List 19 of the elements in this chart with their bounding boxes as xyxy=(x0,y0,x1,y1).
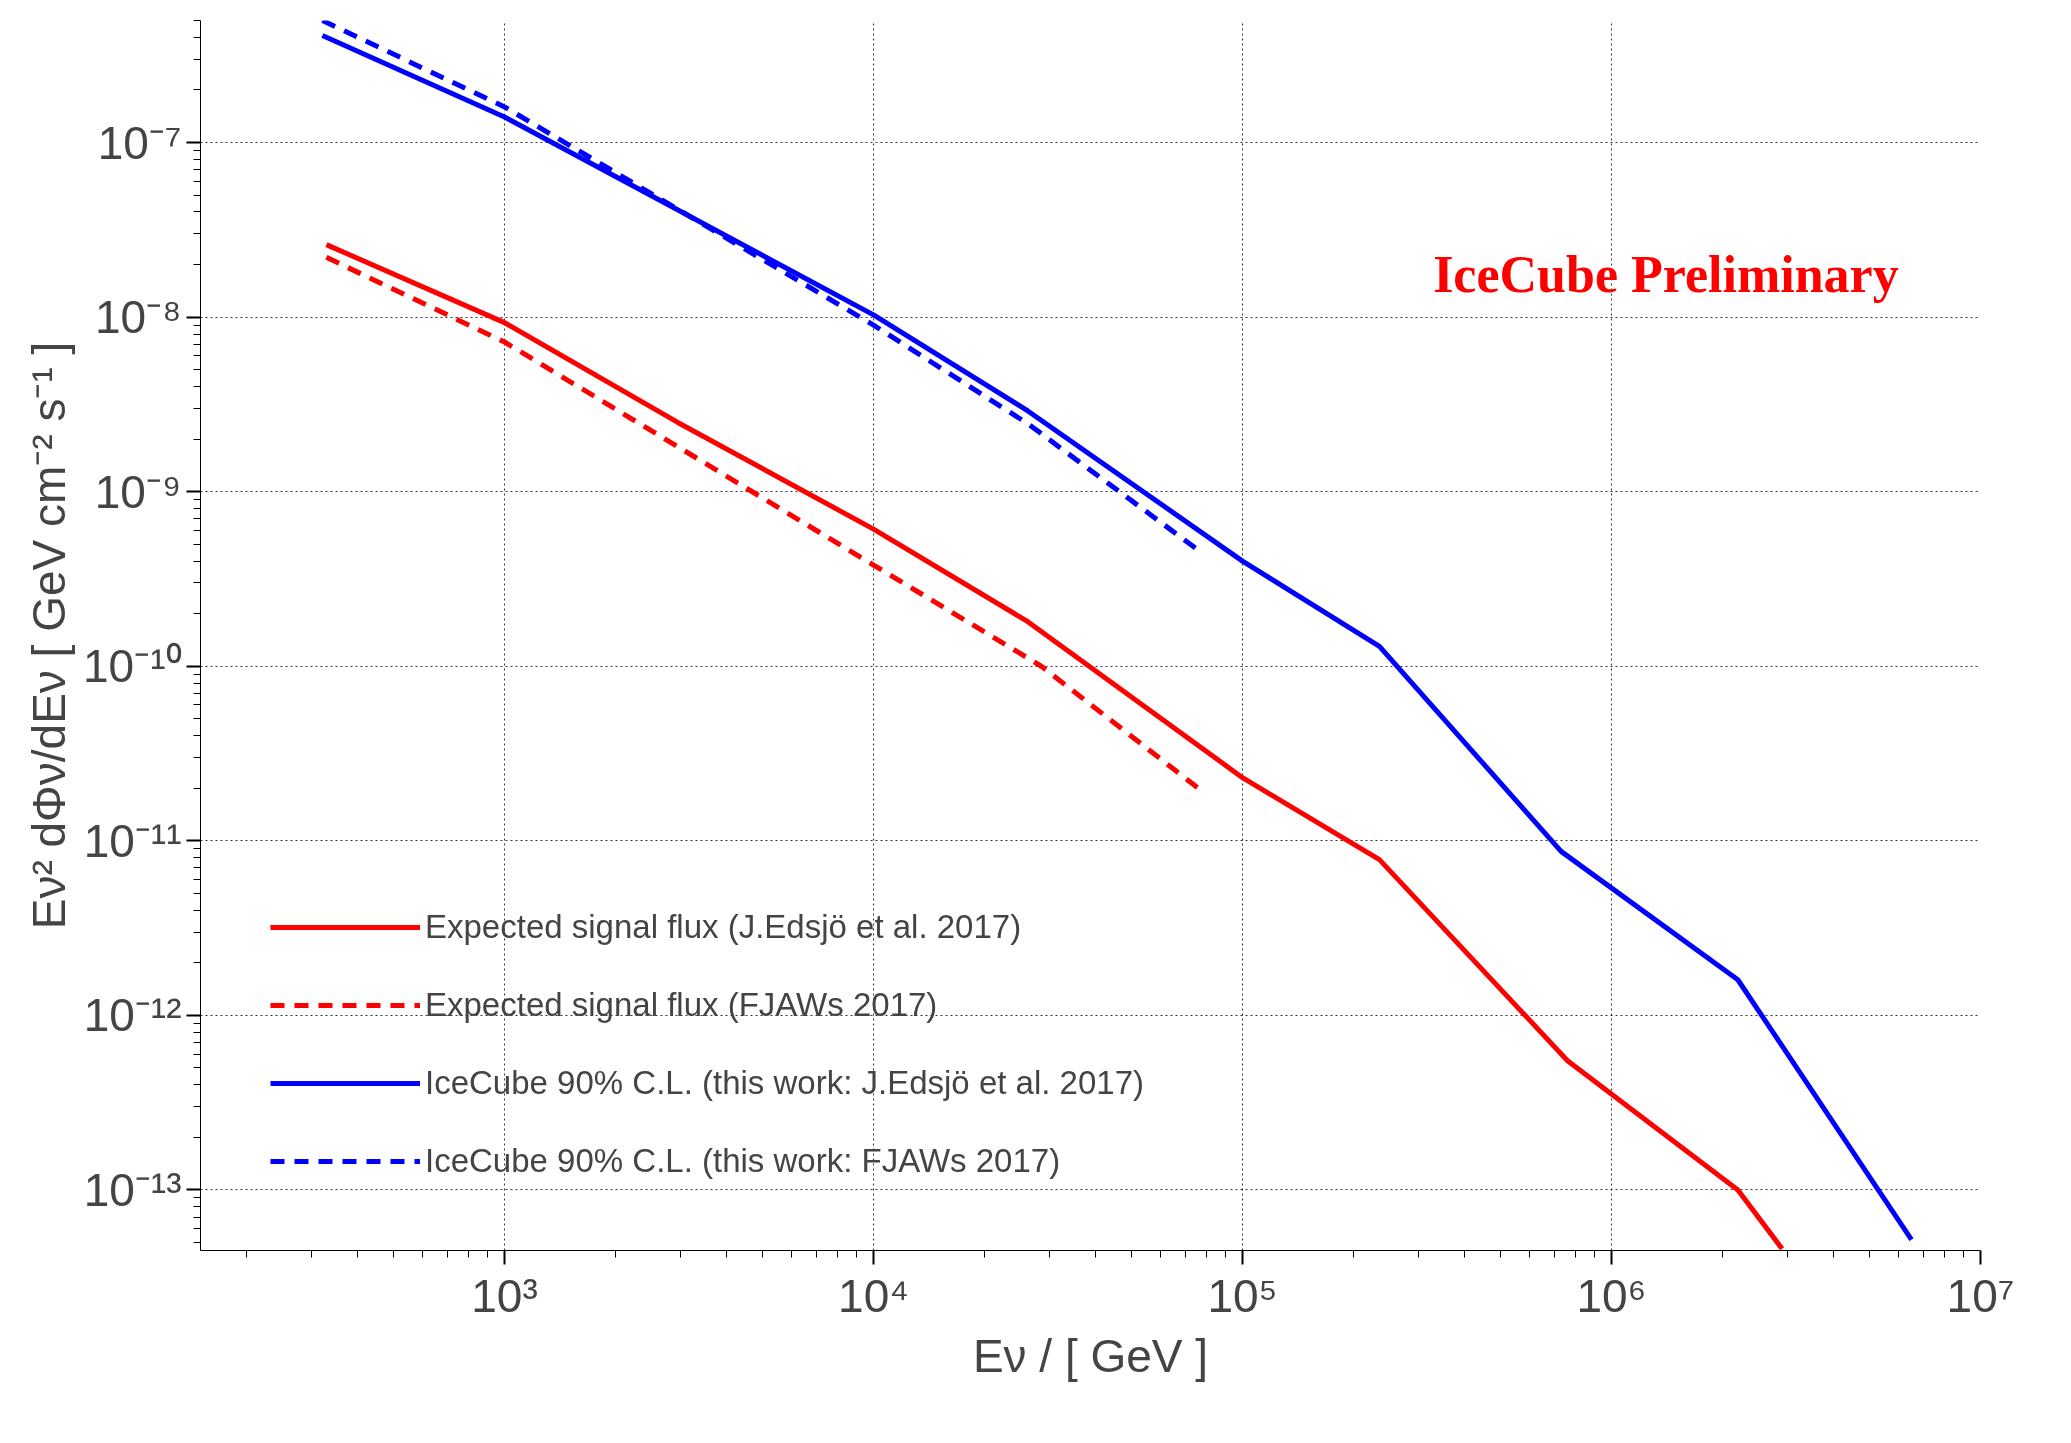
x-axis-title: Eν / [ GeV ] xyxy=(972,1329,1209,1382)
legend-label: Expected signal flux (J.Edsjö et al. 2017) xyxy=(425,908,1022,946)
y-tick-label: 10⁻¹² xyxy=(83,989,182,1042)
y-tick-label: 10⁻¹⁰ xyxy=(83,640,182,693)
y-tick-label: 10⁻⁸ xyxy=(94,291,182,344)
x-tick-label: 10⁴ xyxy=(838,1269,909,1322)
y-tick-label: 10⁻⁹ xyxy=(94,465,182,518)
x-tick-label: 10⁵ xyxy=(1207,1269,1278,1322)
legend-label: Expected signal flux (FJAWs 2017) xyxy=(425,986,938,1024)
y-tick-label: 10⁻⁷ xyxy=(97,116,182,169)
y-tick-label: 10⁻¹¹ xyxy=(83,814,182,867)
y-tick-label: 10⁻¹³ xyxy=(83,1163,182,1216)
annotation: IceCube Preliminary xyxy=(1433,246,1899,304)
x-tick-label: 10³ xyxy=(471,1269,538,1322)
x-tick-label: 10⁷ xyxy=(1946,1269,2015,1322)
x-tick-label: 10⁶ xyxy=(1576,1269,1647,1322)
y-axis-title: Eν² dΦν/dEν [ GeV cm⁻² s⁻¹ ] xyxy=(23,341,76,930)
legend-label: IceCube 90% C.L. (this work: J.Edsjö et al. 2017) xyxy=(425,1064,1145,1102)
legend-label: IceCube 90% C.L. (this work: FJAWs 2017) xyxy=(425,1142,1061,1180)
